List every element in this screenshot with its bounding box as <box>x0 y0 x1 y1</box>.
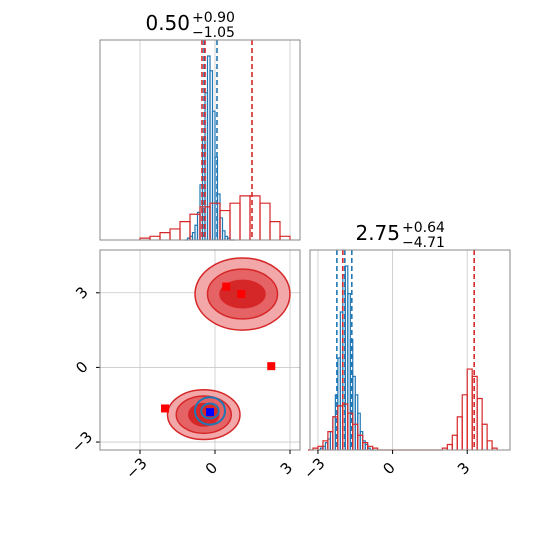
contour <box>194 396 226 426</box>
title-lower: −4.71 <box>402 235 445 251</box>
hist-bar <box>279 235 291 240</box>
hist-bar <box>221 230 226 240</box>
hist-bar <box>486 440 493 450</box>
x-tick-label: 3 <box>277 459 296 478</box>
hist-bar <box>451 434 458 450</box>
x-tick-label: −3 <box>300 454 328 482</box>
x-tick-label: 0 <box>379 459 398 478</box>
point <box>161 404 169 413</box>
hist-bar <box>239 195 251 240</box>
x-tick-label: 0 <box>202 459 221 478</box>
hist-bar <box>372 447 379 450</box>
hist-bar <box>466 368 473 450</box>
title-upper: +0.64 <box>402 220 445 236</box>
hist-bar <box>259 202 271 240</box>
axes-frame <box>99 39 301 241</box>
point <box>222 282 231 291</box>
hist-bar <box>149 235 161 240</box>
y-tick-label: 3 <box>72 283 91 302</box>
hist-bar <box>446 443 453 450</box>
title-value: 0.50 <box>145 11 190 35</box>
axes-frame <box>99 249 301 451</box>
hist-bar <box>229 202 241 240</box>
y-tick-label: 0 <box>72 358 91 377</box>
hist-bar <box>159 232 171 240</box>
x-tick-label: 3 <box>454 459 473 478</box>
x-tick-label: −3 <box>122 454 150 482</box>
hist-bar <box>491 447 498 450</box>
hist-bar <box>481 423 488 450</box>
title-upper: +0.90 <box>192 10 235 26</box>
hist-bar <box>476 397 483 450</box>
axes-frame <box>309 249 511 451</box>
hist-bar <box>269 221 281 240</box>
hist-bar <box>179 221 191 240</box>
point <box>237 290 246 299</box>
point <box>267 362 276 371</box>
point <box>206 408 214 417</box>
hist-bar <box>169 228 181 240</box>
title-lower: −1.05 <box>192 25 235 41</box>
hist-bar <box>456 416 463 450</box>
y-tick-label: −3 <box>68 428 96 456</box>
hist-bar <box>461 394 468 450</box>
title-value: 2.75 <box>355 221 400 245</box>
contour <box>200 402 220 420</box>
